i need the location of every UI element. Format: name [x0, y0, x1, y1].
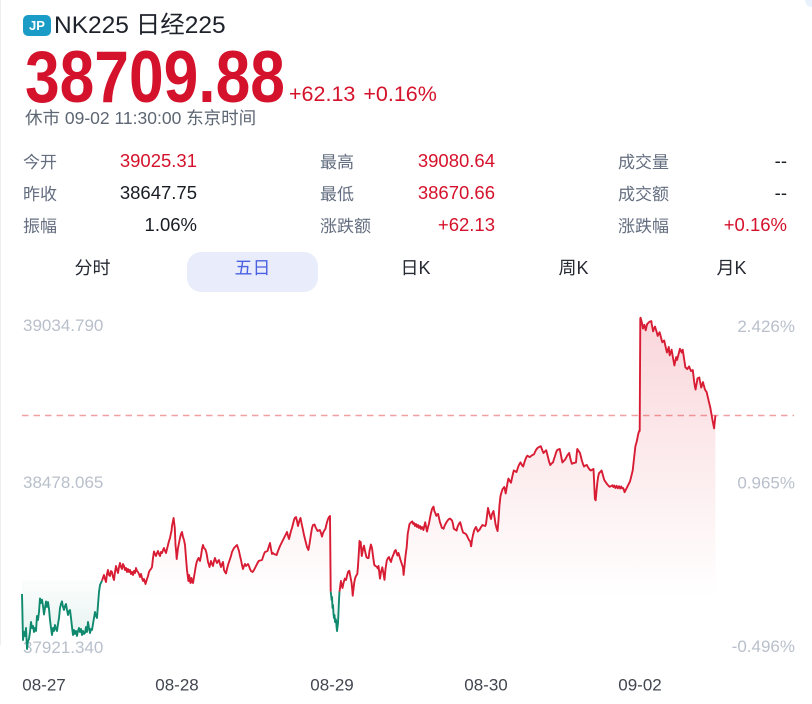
- svg-text:08-30: 08-30: [464, 676, 507, 695]
- svg-text:2.426%: 2.426%: [737, 317, 795, 336]
- svg-text:0.965%: 0.965%: [737, 474, 795, 493]
- svg-text:38478.065: 38478.065: [23, 473, 103, 492]
- svg-text:08-28: 08-28: [155, 676, 198, 695]
- svg-text:-0.496%: -0.496%: [732, 637, 795, 656]
- svg-text:39034.790: 39034.790: [23, 316, 103, 335]
- svg-text:08-27: 08-27: [22, 676, 65, 695]
- svg-text:08-29: 08-29: [310, 676, 353, 695]
- svg-text:09-02: 09-02: [618, 676, 661, 695]
- svg-text:37921.340: 37921.340: [23, 638, 103, 657]
